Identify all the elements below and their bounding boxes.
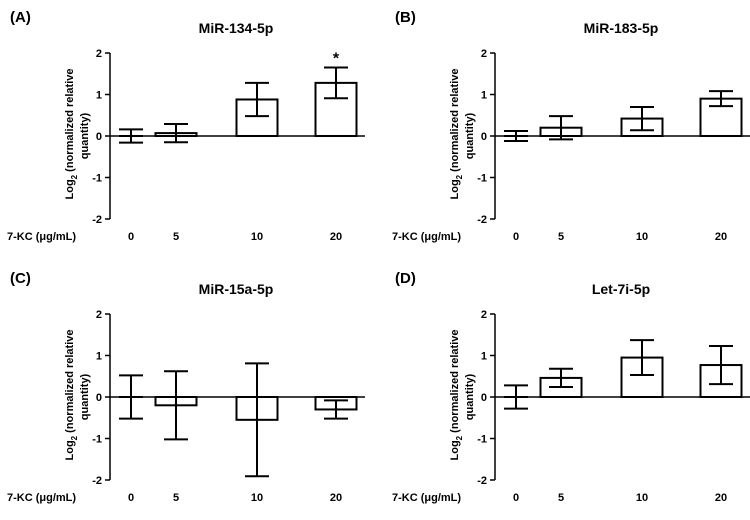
y-tick-label: 1	[481, 90, 487, 102]
y-tick-label: 2	[481, 309, 487, 321]
y-axis-label-rest: (normalized relative	[449, 69, 461, 175]
panel-label: (B)	[395, 9, 416, 26]
y-axis-label-sub: 2	[70, 174, 79, 179]
x-category-label: 10	[251, 231, 263, 243]
bar-10	[235, 98, 279, 138]
y-tick-label: 2	[481, 48, 487, 60]
y-axis-label-line2: quantity)	[79, 373, 91, 420]
x-category-label: 20	[330, 492, 342, 504]
x-category-label: 0	[513, 492, 519, 504]
y-axis-label: Log2 (normalized relative	[449, 330, 464, 461]
y-tick-label: -1	[477, 173, 487, 185]
y-axis-label-main: Log	[449, 440, 461, 460]
y-axis-label-main: Log	[64, 179, 76, 199]
y-tick-label: 0	[96, 392, 102, 404]
y-axis-label-rest: (normalized relative	[64, 69, 76, 175]
panel-title: MiR-15a-5p	[199, 281, 274, 297]
y-axis-label-rest: (normalized relative	[64, 330, 76, 436]
y-axis-label-rest: (normalized relative	[449, 330, 461, 436]
x-category-label: 5	[558, 231, 564, 243]
panel-title: MiR-183-5p	[584, 20, 659, 36]
y-tick-label: 1	[96, 351, 102, 363]
y-axis-label: Log2 (normalized relative	[449, 69, 464, 200]
y-tick-label: 1	[96, 90, 102, 102]
x-category-label: 0	[128, 492, 134, 504]
y-axis-label-line2: quantity)	[79, 112, 91, 159]
y-axis-label: Log2 (normalized relative	[64, 330, 79, 461]
significance-marker: *	[333, 51, 340, 68]
panel-label: (C)	[10, 270, 31, 287]
y-axis-label-sub: 2	[455, 435, 464, 440]
x-category-label: 10	[251, 492, 263, 504]
x-axis-label: 7-KC (μg/mL)	[392, 231, 461, 243]
y-axis-label-line2: quantity)	[464, 373, 476, 420]
x-category-label: 5	[558, 492, 564, 504]
y-axis-label: Log2 (normalized relative	[64, 69, 79, 200]
y-tick-label: -2	[477, 475, 487, 487]
y-tick-label: -1	[92, 173, 102, 185]
y-tick-label: 0	[96, 131, 102, 143]
panel-label: (A)	[10, 9, 31, 26]
y-tick-label: 2	[96, 48, 102, 60]
y-tick-label: -2	[477, 214, 487, 226]
x-category-label: 20	[715, 231, 727, 243]
y-tick-label: -1	[477, 434, 487, 446]
x-category-label: 10	[636, 231, 648, 243]
y-axis-label-sub: 2	[70, 435, 79, 440]
y-tick-label: 1	[481, 351, 487, 363]
y-axis-label-sub: 2	[455, 174, 464, 179]
panel-label: (D)	[395, 270, 416, 287]
y-tick-label: 0	[481, 392, 487, 404]
y-tick-label: -1	[92, 434, 102, 446]
x-category-label: 20	[715, 492, 727, 504]
x-category-label: 20	[330, 231, 342, 243]
x-category-label: 0	[128, 231, 134, 243]
x-axis-label: 7-KC (μg/mL)	[7, 492, 76, 504]
y-axis-label-main: Log	[64, 440, 76, 460]
y-axis-label-line2: quantity)	[464, 112, 476, 159]
y-axis-label-main: Log	[449, 179, 461, 199]
x-axis-label: 7-KC (μg/mL)	[7, 231, 76, 243]
x-category-label: 5	[173, 492, 179, 504]
panel-title: Let-7i-5p	[592, 281, 650, 297]
x-axis-label: 7-KC (μg/mL)	[392, 492, 461, 504]
x-category-label: 0	[513, 231, 519, 243]
y-tick-label: 2	[96, 309, 102, 321]
y-tick-label: -2	[92, 475, 102, 487]
x-category-label: 10	[636, 492, 648, 504]
panel-title: MiR-134-5p	[199, 20, 274, 36]
y-tick-label: 0	[481, 131, 487, 143]
y-tick-label: -2	[92, 214, 102, 226]
x-category-label: 5	[173, 231, 179, 243]
